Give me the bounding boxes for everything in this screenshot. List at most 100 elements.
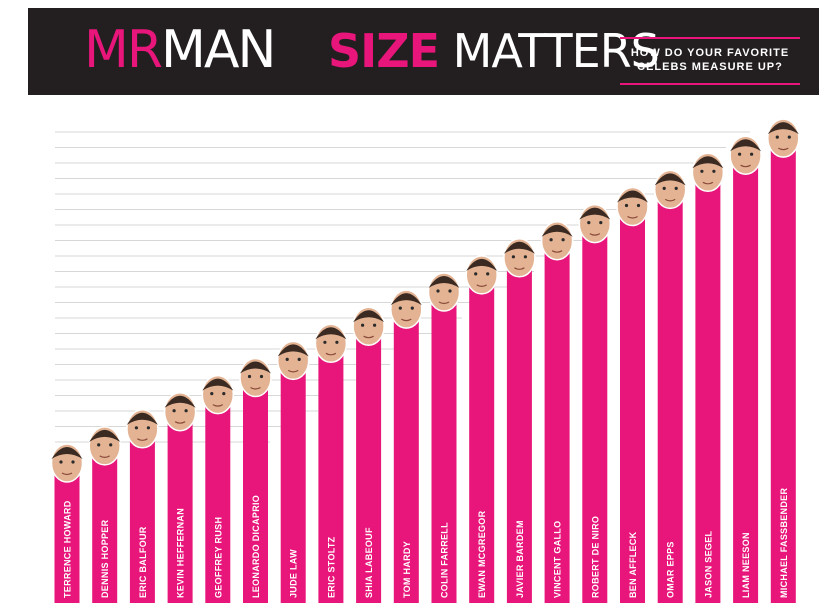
- eye-right: [750, 152, 754, 156]
- hair-shape: [315, 327, 347, 340]
- header-banner: MRMAN SIZE MATTERS HOW DO YOUR FAVORITE …: [28, 8, 819, 95]
- hair-shape: [202, 378, 234, 391]
- eye-right: [787, 135, 791, 139]
- avatar: [50, 443, 84, 483]
- bar: [469, 278, 495, 603]
- eye-right: [674, 186, 678, 190]
- mouth: [664, 198, 676, 202]
- avatar: [729, 135, 762, 175]
- bar-label: JUDE LAW: [289, 549, 299, 598]
- avatar: [126, 409, 159, 449]
- hair-shape: [730, 139, 762, 152]
- mouth: [174, 421, 186, 424]
- eye-right: [71, 460, 75, 464]
- bar-label: EWAN MCGREGOR: [477, 510, 487, 598]
- eye-left: [775, 135, 779, 139]
- bar-group: SHIA LABEOUF: [352, 306, 385, 603]
- bar-label: GEOFFREY RUSH: [213, 517, 223, 598]
- bar-group: DENNIS HOPPER: [88, 426, 121, 603]
- logo-part-man: MAN: [161, 20, 276, 80]
- hair-shape: [390, 293, 422, 306]
- avatar: [767, 118, 800, 158]
- mouth: [99, 455, 111, 458]
- bar: [544, 244, 570, 603]
- hair-shape: [353, 310, 385, 323]
- eye-left: [398, 306, 402, 310]
- avatar: [616, 186, 649, 227]
- avatar: [465, 255, 498, 295]
- eye-right: [523, 255, 528, 259]
- mouth: [137, 438, 148, 441]
- title-part-size: SIZE: [328, 24, 440, 78]
- bar-label: SHIA LABEOUF: [364, 527, 374, 598]
- bar: [356, 330, 382, 603]
- bar: [92, 449, 118, 603]
- mouth: [438, 301, 450, 305]
- chart-subtitle: HOW DO YOUR FAVORITE CELEBS MEASURE UP?: [620, 37, 800, 85]
- bar: [620, 210, 645, 603]
- mouth: [61, 472, 73, 476]
- avatar: [239, 357, 272, 398]
- hair-shape: [51, 447, 83, 459]
- bar-label: ERIC BALFOUR: [138, 526, 148, 598]
- bar-group: JUDE LAW: [276, 340, 310, 603]
- mouth: [740, 164, 751, 168]
- avatar: [578, 203, 612, 244]
- avatar: [314, 323, 348, 364]
- avatar: [163, 391, 197, 432]
- bar-label: TOM HARDY: [402, 541, 412, 598]
- bar-group: ERIC STOLTZ: [314, 323, 348, 603]
- bar-label: JAVIER BARDEM: [515, 520, 525, 598]
- mouth: [589, 233, 601, 236]
- bar-label: MICHAEL FASSBENDER: [779, 488, 789, 598]
- eye-left: [511, 255, 515, 259]
- eye-right: [636, 203, 641, 208]
- logo-part-mr: MR: [84, 20, 163, 80]
- bar-group: ROBERT DE NIRO: [578, 203, 612, 603]
- bar-label: ERIC STOLTZ: [326, 536, 336, 598]
- hair-shape: [164, 395, 196, 408]
- eye-left: [474, 272, 478, 276]
- avatar: [352, 306, 385, 346]
- avatar: [691, 152, 725, 193]
- eye-right: [486, 272, 490, 276]
- bar: [431, 296, 457, 603]
- bar: [582, 227, 608, 603]
- eye-left: [172, 409, 176, 413]
- bar: [695, 176, 721, 604]
- bar-label: KEVIN HEFFERNAN: [176, 508, 186, 598]
- eye-right: [335, 340, 339, 344]
- eye-left: [285, 357, 289, 361]
- bar: [506, 261, 532, 603]
- bar: [280, 364, 306, 603]
- bar-group: ERIC BALFOUR: [126, 409, 159, 603]
- bar-label: LIAM NEESON: [741, 532, 751, 598]
- bar-label: COLIN FARRELL: [440, 522, 450, 598]
- hair-shape: [240, 361, 271, 374]
- eye-left: [323, 340, 327, 344]
- bar: [733, 159, 759, 603]
- bar-group: EWAN MCGREGOR: [465, 255, 498, 603]
- hair-shape: [428, 276, 460, 288]
- bar-label: TERRENCE HOWARD: [63, 500, 73, 598]
- mouth: [627, 215, 638, 219]
- hair-shape: [541, 224, 573, 237]
- hair-shape: [466, 258, 498, 271]
- bar: [167, 415, 193, 603]
- bar-group: VINCENT GALLO: [540, 220, 574, 603]
- eye-left: [587, 221, 591, 225]
- hair-shape: [89, 429, 121, 442]
- eye-right: [184, 409, 188, 413]
- bar-label: LEONARDO DICAPRIO: [251, 495, 261, 598]
- eye-left: [210, 392, 214, 396]
- bar: [205, 398, 231, 603]
- avatar: [276, 340, 310, 381]
- bar-group: TERRENCE HOWARD: [50, 443, 84, 603]
- eye-right: [599, 221, 603, 225]
- chart-title: SIZE MATTERS: [328, 22, 660, 80]
- bar: [770, 142, 796, 603]
- bar-label: BEN AFFLECK: [628, 531, 638, 598]
- eye-right: [448, 289, 452, 293]
- mouth: [325, 352, 337, 356]
- eye-left: [738, 152, 742, 156]
